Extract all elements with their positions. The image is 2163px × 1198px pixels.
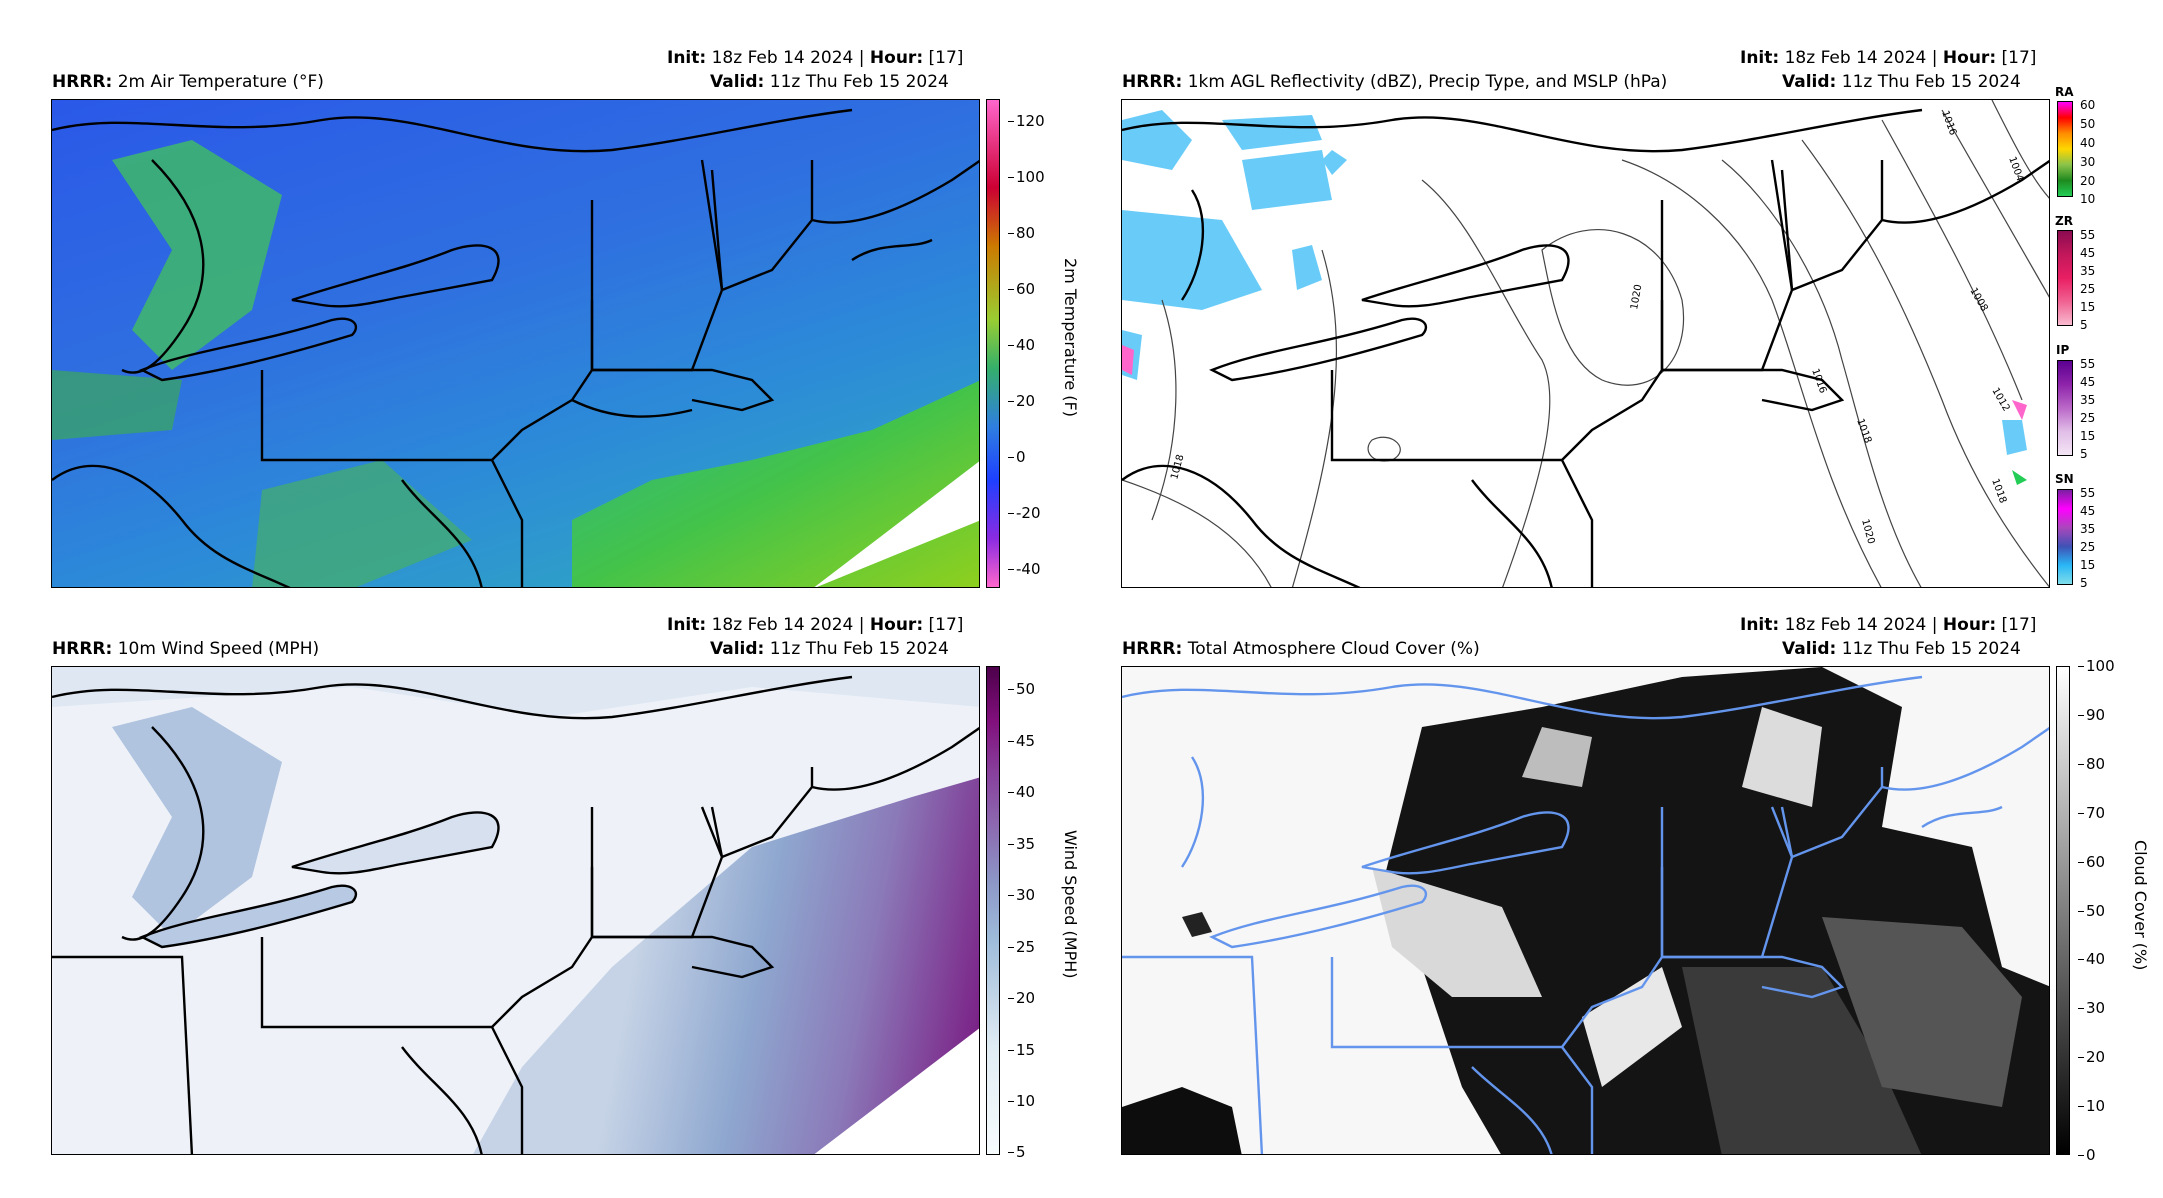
init-line: Init: 18z Feb 14 2024 | Hour: [17] [667,615,964,635]
cbar-tick: -40 [1008,560,1041,578]
valid-line: Valid: 11z Thu Feb 15 2024 [1782,72,2021,92]
cbar-tick: 30 [2077,999,2106,1017]
colorbar-label: 2m Temperature (F) [1061,258,1080,417]
temperature-map [51,99,980,588]
cbar-tick: 10 [2077,1097,2106,1115]
wind-map [51,666,980,1155]
cbar-tick: 70 [2077,804,2106,822]
mini-tick: 35 [2080,522,2096,536]
cbar-tick: -20 [1008,504,1041,522]
reflectivity-map: 1018 1020 1016 1018 1020 1012 1008 1004 … [1121,99,2050,588]
precip-type-label: ZR [2055,214,2073,228]
cbar-tick: 20 [1007,392,1036,410]
cbar-tick: 80 [1007,224,1036,242]
mini-tick: 45 [2080,504,2096,518]
cbar-tick: 80 [2077,755,2106,773]
init-line: Init: 18z Feb 14 2024 | Hour: [17] [1740,48,2037,68]
isobar-label: 1016 [1939,109,1958,137]
cbar-tick: 40 [1007,336,1036,354]
snow-colorbar [2057,489,2073,585]
cbar-tick: 35 [1007,835,1036,853]
mini-tick: 25 [2080,540,2096,554]
mini-tick: 15 [2080,300,2096,314]
cbar-tick: 120 [1008,112,1045,130]
cbar-tick: 5 [1008,1143,1026,1161]
mini-tick: 5 [2080,447,2088,461]
cbar-tick: 40 [2077,950,2106,968]
cbar-tick: 20 [2077,1048,2106,1066]
colorbar-label: Cloud Cover (%) [2131,840,2150,971]
panel-title: HRRR: 2m Air Temperature (°F) [52,72,324,92]
precip-type-label: RA [2055,85,2074,99]
mini-tick: 15 [2080,558,2096,572]
panel-title: HRRR: 1km AGL Reflectivity (dBZ), Precip… [1122,72,1668,92]
isobar-label: 1016 [1809,367,1828,395]
mini-tick: 35 [2080,393,2096,407]
cbar-tick: 30 [1007,886,1036,904]
mini-tick: 10 [2080,192,2096,206]
panel-title: HRRR: Total Atmosphere Cloud Cover (%) [1122,639,1480,659]
mini-tick: 45 [2080,246,2096,260]
valid-line: Valid: 11z Thu Feb 15 2024 [1782,639,2021,659]
cbar-tick: 25 [1007,938,1036,956]
valid-line: Valid: 11z Thu Feb 15 2024 [710,639,949,659]
freezing-rain-colorbar [2057,230,2073,326]
cloud-colorbar [2056,666,2070,1155]
colorbar-label: Wind Speed (MPH) [1061,830,1080,979]
cbar-tick: 0 [2078,1146,2096,1164]
rain-colorbar [2057,101,2073,197]
cbar-tick: 100 [1008,168,1045,186]
cbar-tick: 50 [1007,680,1036,698]
temperature-colorbar [986,99,1000,588]
cbar-tick: 60 [1007,280,1036,298]
isobar-label: 1020 [1629,284,1644,311]
mini-tick: 50 [2080,117,2096,131]
cbar-tick: 90 [2077,706,2106,724]
precip-type-label: SN [2055,472,2074,486]
mini-tick: 35 [2080,264,2096,278]
mini-tick: 55 [2080,228,2096,242]
mini-tick: 30 [2080,155,2096,169]
cbar-tick: 100 [2078,657,2115,675]
mini-tick: 25 [2080,282,2096,296]
cbar-tick: 40 [1007,783,1036,801]
mini-tick: 25 [2080,411,2096,425]
cbar-tick: 45 [1007,732,1036,750]
ice-pellets-colorbar [2057,360,2073,456]
mini-tick: 20 [2080,174,2096,188]
isobar-label: 1012 [1989,386,2011,414]
mini-tick: 5 [2080,318,2088,332]
cbar-tick: 10 [1007,1092,1036,1110]
isobar-label: 1008 [1967,286,1989,314]
mini-tick: 60 [2080,98,2096,112]
mini-tick: 15 [2080,429,2096,443]
isobar-label: 1020 [1859,518,1876,545]
isobar-label: 1018 [1989,477,2008,505]
cbar-tick: 50 [2077,902,2106,920]
cbar-tick: 0 [1008,448,1026,466]
mini-tick: 5 [2080,576,2088,590]
cbar-tick: 15 [1007,1041,1036,1059]
init-line: Init: 18z Feb 14 2024 | Hour: [17] [667,48,964,68]
mini-tick: 55 [2080,486,2096,500]
precip-type-label: IP [2056,343,2070,357]
wind-colorbar [986,666,1000,1155]
mini-tick: 55 [2080,357,2096,371]
mini-tick: 45 [2080,375,2096,389]
cloud-map [1121,666,2050,1155]
cbar-tick: 20 [1007,989,1036,1007]
mini-tick: 40 [2080,136,2096,150]
init-line: Init: 18z Feb 14 2024 | Hour: [17] [1740,615,2037,635]
panel-title: HRRR: 10m Wind Speed (MPH) [52,639,320,659]
isobar-label: 1018 [1854,417,1873,445]
cbar-tick: 60 [2077,853,2106,871]
valid-line: Valid: 11z Thu Feb 15 2024 [710,72,949,92]
